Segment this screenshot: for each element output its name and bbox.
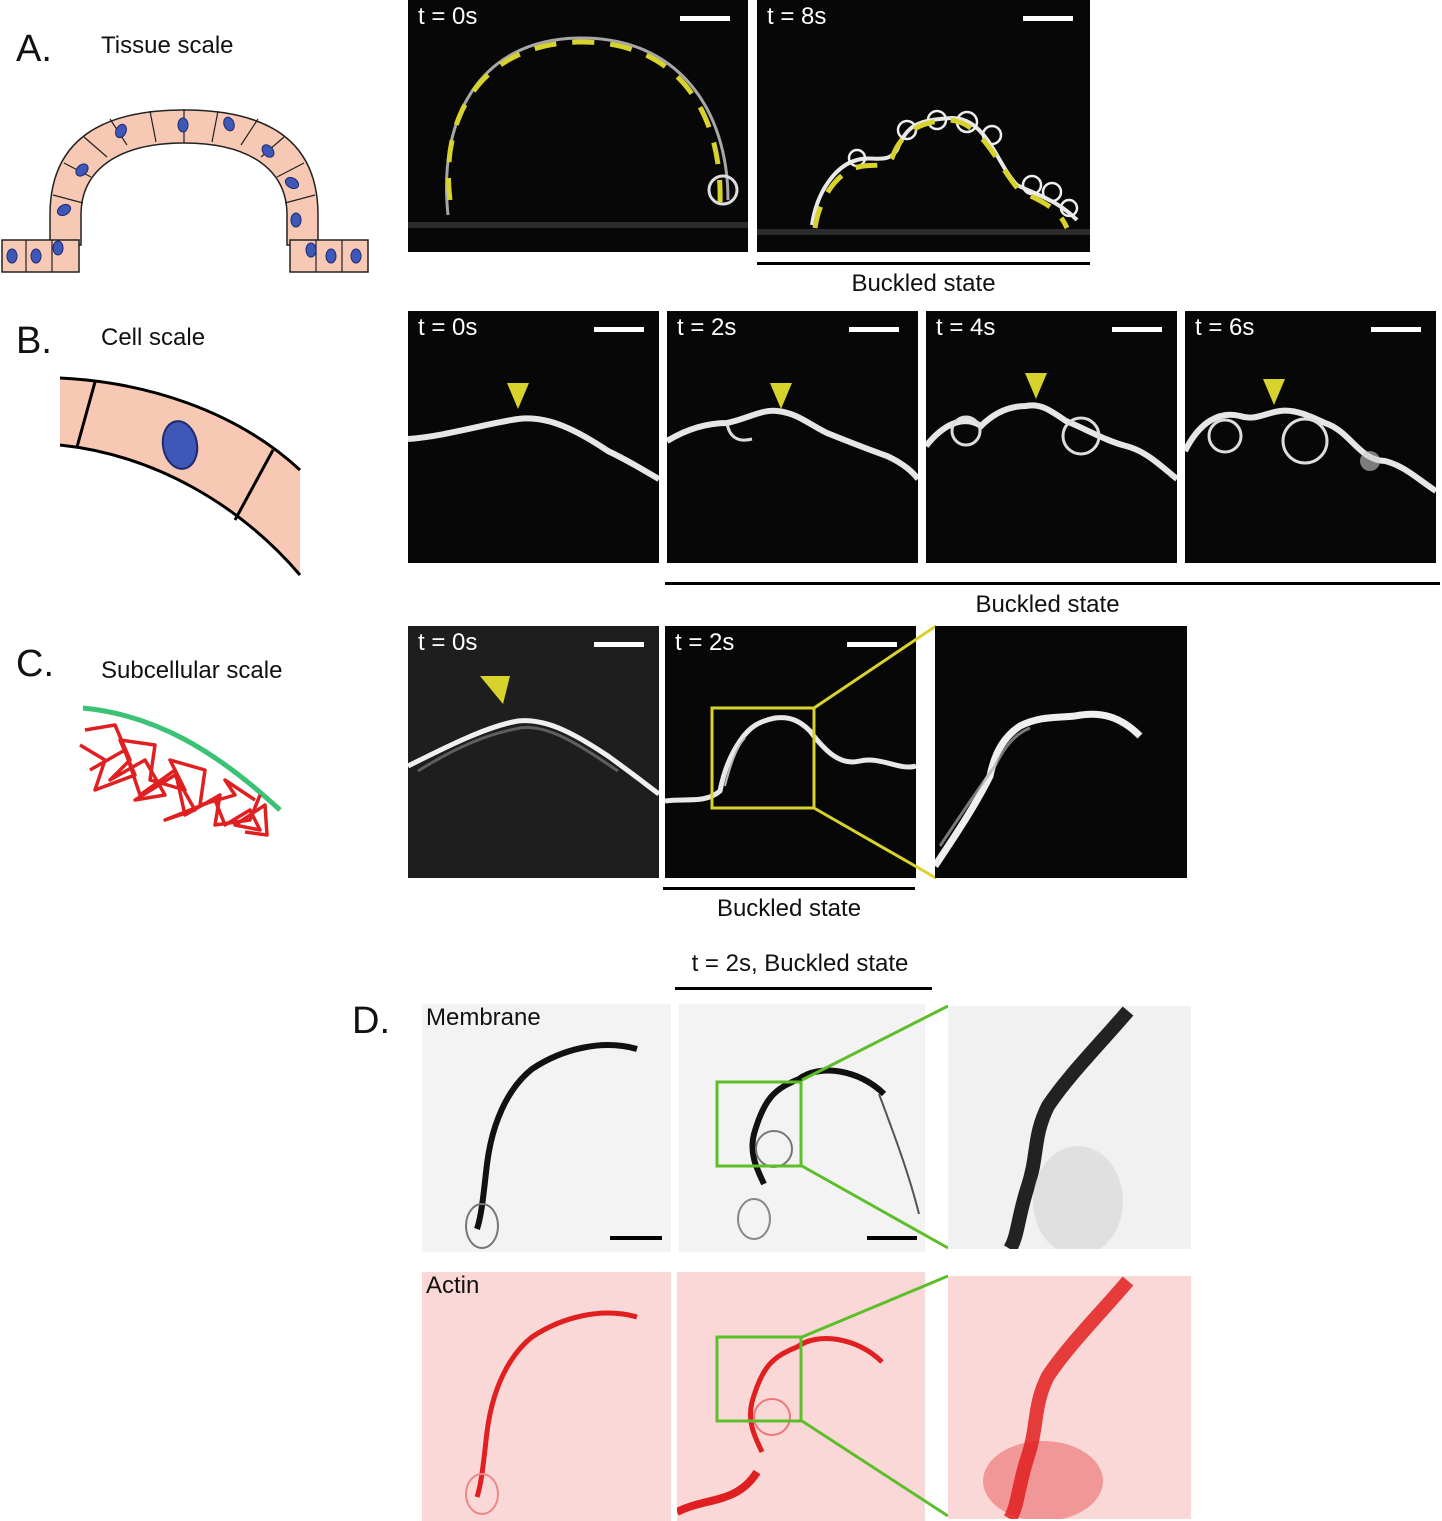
panel-c-image-2-time: t = 2s — [675, 629, 735, 656]
scale-bar — [594, 327, 644, 332]
panel-c-letter: C. — [16, 643, 54, 685]
scale-bar — [610, 1236, 662, 1240]
panel-d-actin-image-2 — [677, 1272, 925, 1521]
panel-b-buckled-bracket — [665, 582, 1440, 585]
panel-d-letter: D. — [352, 1000, 390, 1042]
scale-bar — [867, 1236, 917, 1240]
panel-a-buckled-bracket — [757, 262, 1090, 265]
panel-b-image-1-time: t = 0s — [418, 314, 478, 341]
panel-b-buckled-caption: Buckled state — [975, 591, 1120, 618]
panel-b-letter: B. — [16, 320, 52, 362]
scale-bar — [849, 327, 899, 332]
membrane-channel-label: Membrane — [426, 1004, 541, 1031]
panel-d-membrane-zoom-image — [948, 1006, 1191, 1249]
panel-a-image-2-time: t = 8s — [767, 3, 827, 30]
panel-d-header: t = 2s, Buckled state — [691, 950, 909, 977]
panel-c-title: Subcellular scale — [101, 657, 283, 684]
panel-b-image-2-time: t = 2s — [677, 314, 737, 341]
panel-c-zoom-connector — [813, 624, 937, 880]
scale-bar — [847, 642, 897, 647]
panel-a-image-t8: t = 8s — [757, 0, 1090, 252]
actin-channel-label: Actin — [426, 1272, 480, 1299]
panel-d-membrane-zoom-connector — [801, 1004, 949, 1250]
panel-b-title: Cell scale — [101, 324, 206, 351]
panel-b-image-t4: t = 4s — [926, 311, 1177, 563]
cell-scale-schematic — [59, 376, 302, 576]
scale-bar — [1371, 327, 1421, 332]
scale-bar — [1023, 16, 1073, 21]
tissue-scale-schematic — [1, 109, 369, 273]
panel-c-zoom-image — [935, 626, 1187, 878]
panel-b-image-t2: t = 2s — [667, 311, 918, 563]
panel-a-letter: A. — [16, 28, 52, 70]
panel-b-image-4-time: t = 6s — [1195, 314, 1255, 341]
panel-b-image-t6: t = 6s — [1185, 311, 1436, 563]
panel-a-buckled-caption: Buckled state — [851, 270, 996, 297]
panel-b-image-t0: t = 0s — [408, 311, 659, 563]
subcellular-scale-schematic — [79, 705, 282, 837]
panel-a-image-1-time: t = 0s — [418, 3, 478, 30]
scale-bar — [680, 16, 730, 21]
panel-d-actin-zoom-connector — [801, 1274, 949, 1518]
scale-bar — [594, 642, 644, 647]
scale-bar — [1112, 327, 1162, 332]
panel-a-title: Tissue scale — [101, 32, 234, 59]
panel-d-membrane-image-1: Membrane — [422, 1004, 671, 1252]
panel-d-header-bracket — [675, 987, 932, 990]
panel-c-buckled-caption: Buckled state — [716, 895, 862, 922]
panel-c-buckled-bracket — [663, 887, 915, 890]
panel-d-actin-image-1: Actin — [422, 1272, 671, 1521]
panel-d-actin-zoom-image — [948, 1276, 1191, 1519]
panel-c-image-1-time: t = 0s — [418, 629, 478, 656]
panel-b-image-3-time: t = 4s — [936, 314, 996, 341]
panel-a-image-t0: t = 0s — [408, 0, 748, 252]
panel-c-image-t0: t = 0s — [408, 626, 659, 878]
